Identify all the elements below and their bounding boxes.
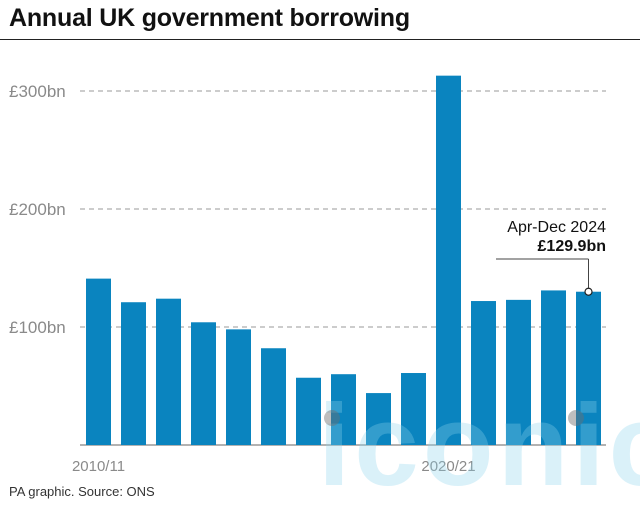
bar [86, 278, 111, 445]
chart-title: Annual UK government borrowing [9, 4, 410, 32]
bar [471, 301, 496, 445]
bar [436, 75, 461, 445]
watermark-dot [568, 410, 584, 426]
bar [296, 377, 321, 445]
bar [191, 322, 216, 445]
source-note: PA graphic. Source: ONS [9, 484, 155, 499]
iconic-watermark: iconic [318, 400, 640, 508]
watermark-text: iconic [318, 400, 640, 508]
annotation: Apr-Dec 2024 £129.9bn [496, 219, 606, 296]
bar [121, 302, 146, 445]
bars [86, 75, 601, 445]
annotation-period: Apr-Dec 2024 [507, 219, 606, 236]
y-tick-label: £200bn [9, 200, 66, 219]
bar [401, 373, 426, 445]
y-tick-label: £300bn [9, 82, 66, 101]
title-divider [0, 39, 640, 40]
bar [366, 393, 391, 445]
bar [156, 298, 181, 445]
bar [576, 291, 601, 445]
bar [506, 299, 531, 445]
bar [226, 329, 251, 445]
y-tick-label: £100bn [9, 318, 66, 337]
bar [541, 290, 566, 445]
x-tick-label: 2010/11 [72, 458, 125, 475]
bar [331, 374, 356, 445]
tick-labels: £100bn £200bn £300bn 2010/11 2020/21 [9, 82, 476, 475]
annotation-value: £129.9bn [538, 238, 606, 255]
x-tick-label: 2020/21 [421, 458, 475, 475]
watermark-dot [324, 410, 340, 426]
annotation-marker [584, 287, 593, 296]
bar [261, 348, 286, 445]
